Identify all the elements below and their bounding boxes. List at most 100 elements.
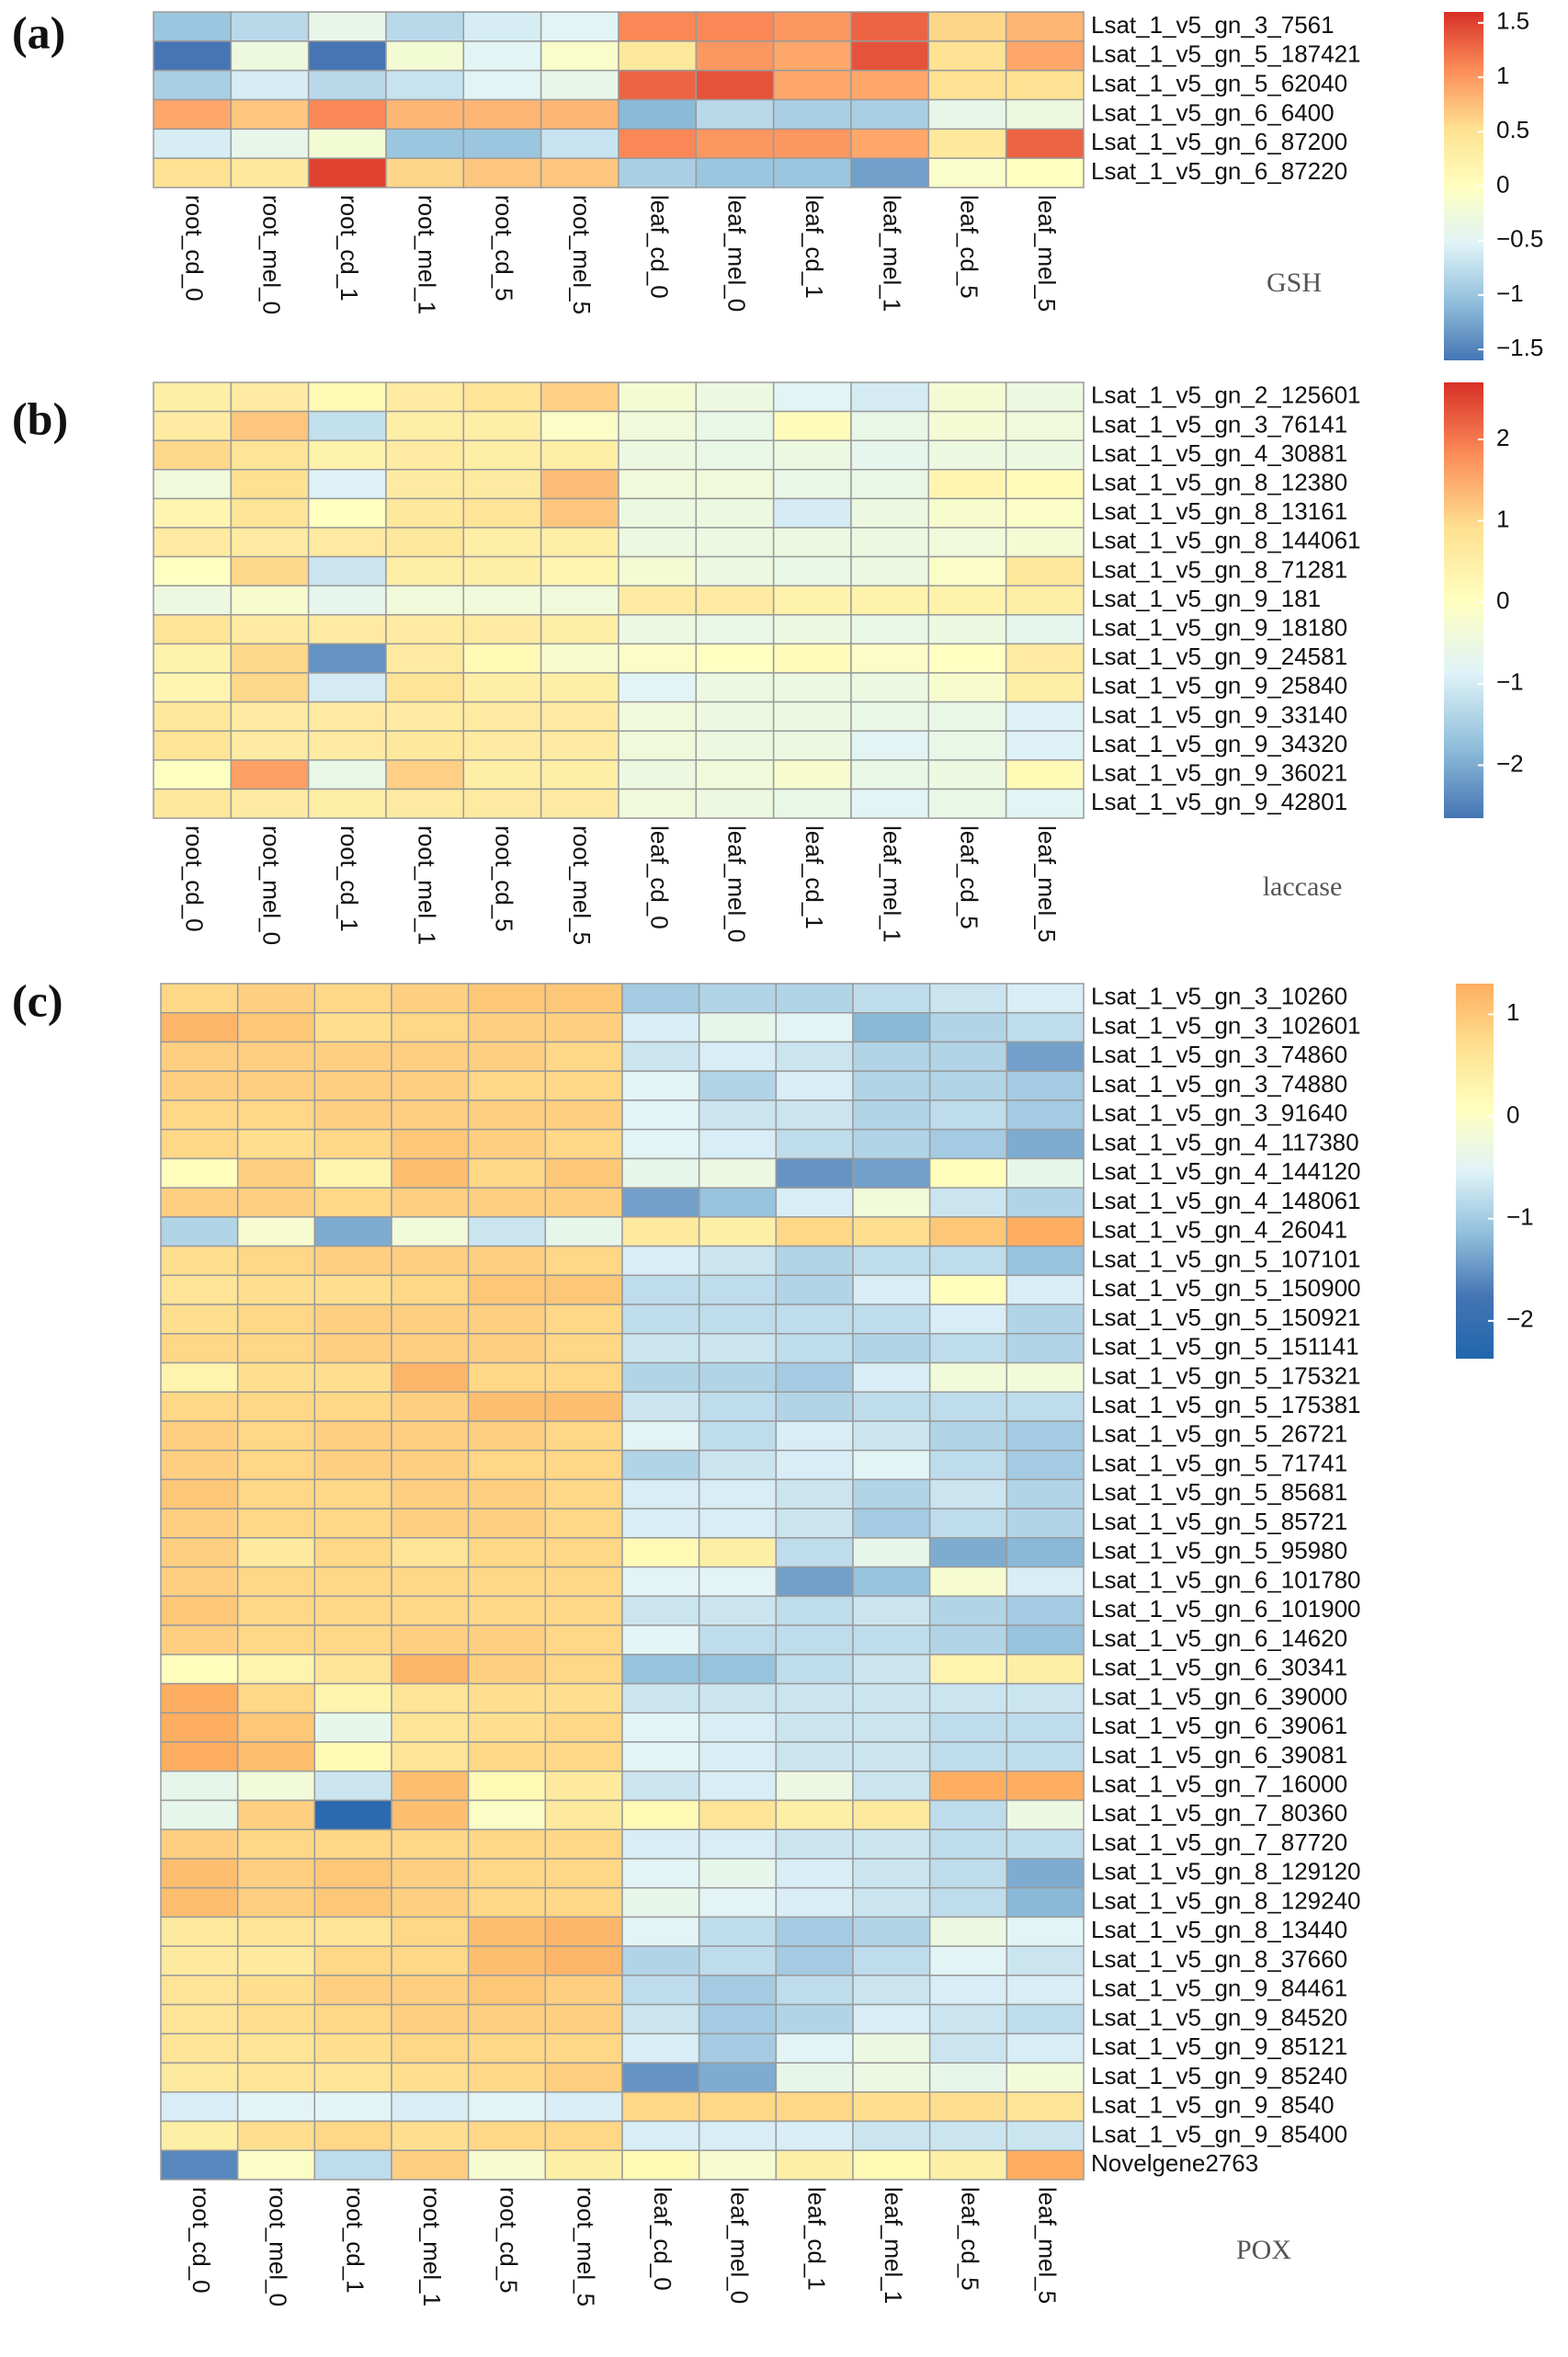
- row-label: Lsat_1_v5_gn_6_39081: [1091, 1741, 1347, 1769]
- heatmap-cell: [544, 1333, 623, 1364]
- heatmap-cell: [621, 1566, 700, 1598]
- heatmap-cell: [544, 2003, 623, 2035]
- heatmap-cell: [927, 700, 1007, 732]
- heatmap-cell: [775, 1011, 854, 1043]
- heatmap-cell: [698, 1799, 778, 1830]
- heatmap-cell: [462, 730, 542, 761]
- heatmap-cell: [153, 614, 233, 645]
- heatmap-cell: [850, 69, 930, 101]
- heatmap-cell: [621, 1070, 700, 1101]
- heatmap-cell: [775, 2120, 854, 2152]
- heatmap-cell: [160, 1070, 239, 1101]
- heatmap-cell: [467, 1361, 547, 1393]
- heatmap-cell: [772, 700, 852, 732]
- heatmap-cell: [544, 1799, 623, 1830]
- heatmap-cell: [695, 69, 775, 101]
- heatmap-cell: [775, 1391, 854, 1422]
- heatmap-cell: [467, 1712, 547, 1743]
- row-label: Lsat_1_v5_gn_3_74860: [1091, 1041, 1347, 1068]
- heatmap-cell: [928, 1041, 1008, 1072]
- heatmap-cell: [236, 1333, 316, 1364]
- heatmap-cell: [544, 1041, 623, 1072]
- heatmap-cell: [621, 1828, 700, 1860]
- heatmap-cell: [391, 1041, 470, 1072]
- column-label: leaf_mel_0: [723, 195, 751, 312]
- heatmap-cell: [160, 1916, 239, 1947]
- heatmap-cell: [621, 1420, 700, 1452]
- column-label: root_cd_1: [335, 826, 363, 932]
- row-label: Lsat_1_v5_gn_5_150921: [1091, 1304, 1361, 1331]
- heatmap-cell: [540, 439, 619, 471]
- heatmap-cell: [544, 1099, 623, 1131]
- heatmap-cell: [928, 1682, 1008, 1714]
- heatmap-cell: [698, 1216, 778, 1247]
- heatmap-cell: [307, 128, 387, 159]
- heatmap-cell: [698, 1886, 778, 1919]
- heatmap-cell: [852, 1070, 931, 1101]
- heatmap-cell: [1006, 1391, 1085, 1422]
- heatmap-cell: [695, 672, 775, 703]
- heatmap-cell: [1006, 1654, 1085, 1685]
- row-label: Lsat_1_v5_gn_6_39061: [1091, 1712, 1347, 1739]
- heatmap-cell: [698, 1508, 778, 1539]
- row-label: Lsat_1_v5_gn_8_37660: [1091, 1945, 1347, 1973]
- heatmap-cell: [160, 1011, 239, 1043]
- heatmap-cell: [544, 1449, 623, 1481]
- panel-label: (a): [12, 6, 65, 58]
- colorbar-tick-label: 2: [1496, 424, 1509, 451]
- heatmap-cell: [160, 1041, 239, 1072]
- heatmap-cell: [236, 1712, 316, 1743]
- heatmap-cell: [313, 1216, 392, 1247]
- heatmap-cell: [698, 1128, 778, 1160]
- row-label: Lsat_1_v5_gn_4_144120: [1091, 1157, 1361, 1185]
- heatmap-cell: [544, 1478, 623, 1509]
- heatmap-cell: [313, 2003, 392, 2035]
- heatmap-cell: [1005, 700, 1085, 732]
- row-label: Lsat_1_v5_gn_3_7561: [1091, 11, 1335, 39]
- heatmap-cell: [775, 1828, 854, 1860]
- heatmap-cell: [385, 585, 465, 616]
- heatmap-cell: [772, 439, 852, 471]
- colorbar-tick-label: 0.5: [1496, 116, 1529, 143]
- heatmap-cell: [621, 2062, 700, 2093]
- row-label: Lsat_1_v5_gn_5_85721: [1091, 1508, 1347, 1535]
- heatmap-cell: [160, 1741, 239, 1772]
- heatmap-cell: [385, 788, 465, 819]
- heatmap-cell: [462, 614, 542, 645]
- heatmap-cell: [775, 2149, 854, 2181]
- heatmap-cell: [236, 1508, 316, 1539]
- heatmap-cell: [698, 1858, 778, 1889]
- column-label: root_mel_1: [413, 826, 440, 945]
- colorbar-tick-label: −0.5: [1496, 225, 1543, 253]
- heatmap-cell: [391, 1741, 470, 1772]
- heatmap-cell: [621, 1595, 700, 1626]
- heatmap-cell: [928, 1654, 1008, 1685]
- heatmap-cell: [1006, 1361, 1085, 1393]
- heatmap-cell: [153, 469, 233, 500]
- heatmap-cell: [467, 1478, 547, 1509]
- heatmap-cell: [236, 1099, 316, 1131]
- heatmap-cell: [850, 98, 930, 131]
- heatmap-cell: [391, 1157, 470, 1189]
- heatmap-cell: [928, 1508, 1008, 1539]
- row-label: Lsat_1_v5_gn_9_33140: [1091, 700, 1347, 728]
- heatmap-cell: [230, 672, 310, 703]
- heatmap-cell: [236, 1945, 316, 1976]
- heatmap-cell: [1005, 759, 1085, 791]
- heatmap-cell: [1006, 1478, 1085, 1509]
- heatmap-cell: [850, 128, 930, 159]
- heatmap-cell: [1006, 1011, 1085, 1043]
- heatmap-cell: [462, 439, 542, 471]
- heatmap-cell: [775, 1654, 854, 1685]
- heatmap-cell: [621, 1333, 700, 1364]
- heatmap-cell: [307, 469, 387, 500]
- heatmap-cell: [772, 614, 852, 645]
- heatmap-cell: [621, 1654, 700, 1685]
- heatmap-cell: [544, 2062, 623, 2093]
- heatmap-cell: [621, 2120, 700, 2152]
- heatmap-cell: [313, 1011, 392, 1043]
- heatmap-cell: [695, 643, 775, 674]
- heatmap-cell: [236, 1449, 316, 1481]
- heatmap-cell: [160, 2091, 239, 2123]
- heatmap-cell: [391, 1595, 470, 1626]
